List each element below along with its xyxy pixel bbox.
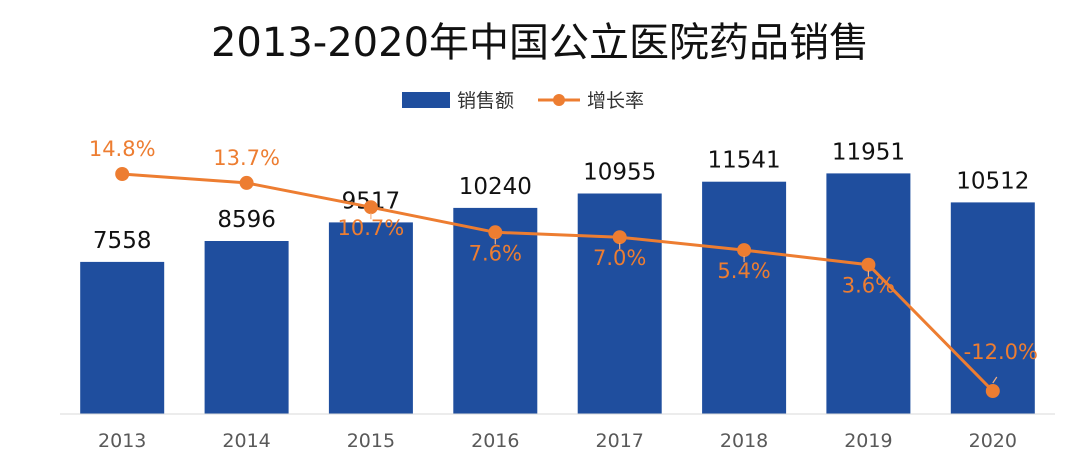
growth-rate-point-2017 — [612, 230, 627, 245]
legend-line-label: 增长率 — [587, 90, 644, 112]
bar-2017 — [577, 193, 662, 414]
bar-2018 — [702, 181, 787, 414]
growth-rate-label-2020: -12.0% — [964, 340, 1038, 364]
growth-rate-label-2014: 13.7% — [213, 146, 280, 170]
bar-value-label-2018: 11541 — [708, 148, 781, 174]
growth-rate-label-2016: 7.6% — [469, 241, 522, 265]
bar-value-label-2020: 10512 — [956, 168, 1029, 194]
bar-2020 — [950, 202, 1035, 414]
x-tick-label-2016: 2016 — [471, 430, 519, 452]
growth-rate-point-2016 — [488, 225, 503, 240]
bar-value-label-2016: 10240 — [459, 174, 532, 200]
growth-rate-point-2019 — [861, 257, 876, 272]
growth-rate-line — [122, 172, 994, 393]
bar-2013 — [80, 261, 165, 414]
x-tick-label-2015: 2015 — [347, 430, 395, 452]
x-tick-label-2017: 2017 — [596, 430, 644, 452]
bar-value-label-2013: 7558 — [93, 228, 152, 254]
x-tick-label-2013: 2013 — [98, 430, 146, 452]
x-tick-label-2018: 2018 — [720, 430, 768, 452]
legend: 销售额 增长率 — [402, 90, 644, 112]
legend-line-marker — [553, 94, 565, 106]
bar-value-label-2014: 8596 — [217, 207, 276, 233]
growth-rate-label-2015: 10.7% — [338, 216, 405, 240]
growth-rate-point-2015 — [363, 200, 378, 215]
chart-title: 2013-2020年中国公立医院药品销售 — [211, 20, 869, 66]
bar-2014 — [204, 241, 289, 414]
line-layer — [115, 167, 1000, 398]
growth-rate-label-2013: 14.8% — [89, 137, 156, 161]
bar-labels-layer: 7558859695171024010955115411195110512 — [93, 139, 1029, 254]
bar-2015 — [328, 222, 413, 414]
legend-bar-label: 销售额 — [457, 90, 514, 112]
bar-value-label-2019: 11951 — [832, 139, 905, 165]
bar-value-label-2017: 10955 — [583, 160, 656, 186]
growth-rate-point-2013 — [115, 167, 130, 181]
x-tick-label-2014: 2014 — [222, 430, 270, 452]
growth-rate-label-2018: 5.4% — [717, 259, 770, 283]
growth-rate-label-2017: 7.0% — [593, 246, 646, 270]
x-axis-ticks: 2013 2014 2015 2016 2017 2018 2019 2020 — [98, 430, 1017, 452]
growth-rate-leader-2020 — [992, 376, 998, 384]
x-tick-label-2019: 2019 — [844, 430, 892, 452]
legend-bar-swatch — [402, 92, 450, 108]
rate-labels-layer: 14.8% 13.7% 10.7% 7.6% 7.0% 5.4% 3.6% -12.0% — [89, 137, 1038, 364]
growth-rate-point-2014 — [239, 175, 254, 190]
growth-rate-point-2018 — [737, 243, 752, 258]
growth-rate-point-2020 — [985, 384, 1000, 398]
x-tick-label-2020: 2020 — [969, 430, 1017, 452]
growth-rate-label-2019: 3.6% — [842, 274, 895, 298]
